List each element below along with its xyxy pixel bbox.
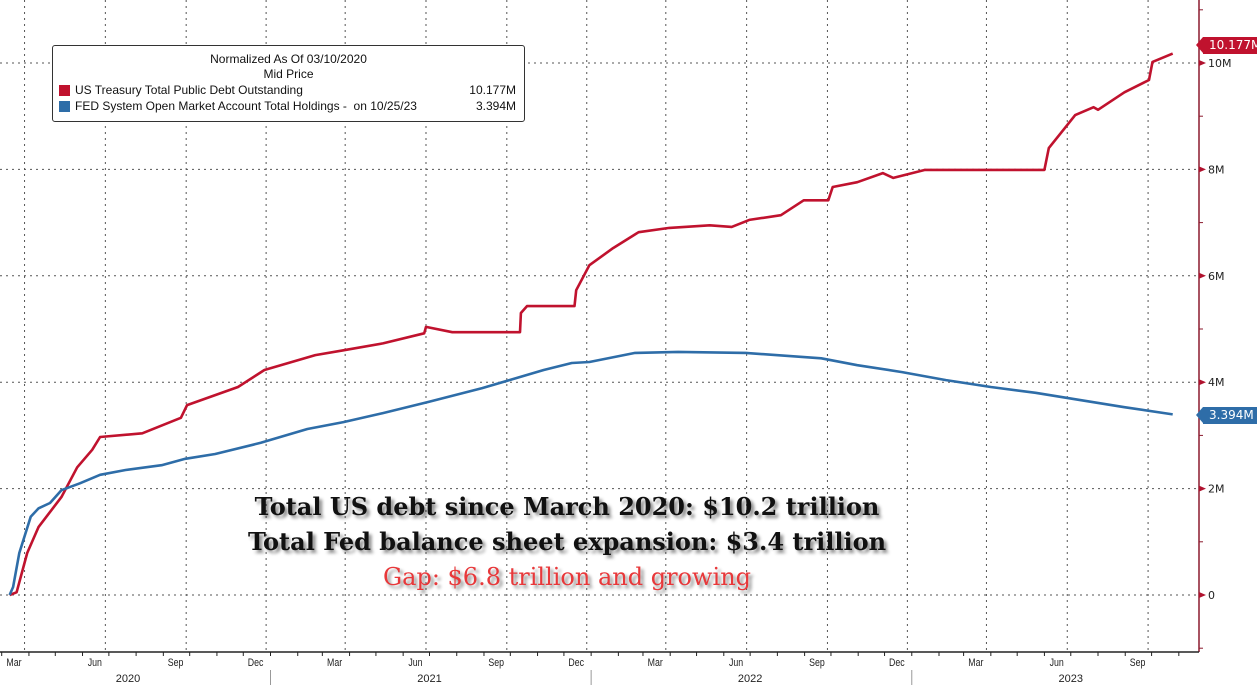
y-tick-marker <box>1199 592 1206 598</box>
annotation-gap: Gap: $6.8 trillion and growing <box>382 563 752 591</box>
x-tick-label: Sep <box>1130 657 1146 669</box>
x-tick-label: Mar <box>327 657 343 669</box>
x-year-label: 2021 <box>417 673 441 685</box>
y-tick-marker <box>1199 272 1206 279</box>
y-tick-label: 6M <box>1208 270 1225 283</box>
x-tick-label: Mar <box>6 657 22 669</box>
series-lines <box>8 52 1174 597</box>
x-tick-label: Sep <box>168 657 184 669</box>
legend-item-fed: FED System Open Market Account Total Hol… <box>53 98 524 114</box>
legend: Normalized As Of 03/10/2020 Mid Price US… <box>52 45 525 122</box>
last-value-tag-debt: 10.177M <box>1195 37 1257 54</box>
x-tick-label: Mar <box>648 657 664 669</box>
legend-label: US Treasury Total Public Debt Outstandin… <box>75 83 303 97</box>
x-tick-label: Jun <box>408 657 422 669</box>
legend-item-debt: US Treasury Total Public Debt Outstandin… <box>53 82 524 98</box>
legend-swatch-blue <box>59 101 70 112</box>
legend-swatch-red <box>59 85 70 96</box>
series-line-fed <box>8 350 1173 596</box>
y-tick-label: 4M <box>1208 376 1225 389</box>
y-tick-marker <box>1199 60 1206 66</box>
y-tick-marker <box>1199 485 1206 492</box>
legend-value: 10.177M <box>469 83 516 97</box>
annotation-fed-expansion: Total Fed balance sheet expansion: $3.4 … <box>247 527 887 556</box>
legend-value: 3.394M <box>475 99 516 113</box>
x-tick-label: Dec <box>248 657 264 669</box>
series-line-debt <box>9 52 1174 597</box>
y-tick-marker <box>1199 166 1206 173</box>
x-tick-label: Mar <box>968 657 984 669</box>
x-tick-label: Dec <box>568 657 584 669</box>
x-year-label: 2020 <box>116 673 140 685</box>
legend-header-normalized: Normalized As Of 03/10/2020 <box>210 52 367 66</box>
legend-label: FED System Open Market Account Total Hol… <box>75 99 417 113</box>
x-year-label: 2022 <box>738 673 762 685</box>
x-tick-label: Jun <box>729 657 743 669</box>
y-tick-marker <box>1199 379 1206 386</box>
legend-header-price: Mid Price <box>263 67 314 81</box>
x-tick-label: Sep <box>488 657 504 669</box>
x-tick-label: Jun <box>1050 657 1064 669</box>
x-tick-label: Jun <box>88 657 102 669</box>
last-value-tag-fed: 3.394M <box>1196 407 1257 424</box>
x-year-label: 2023 <box>1059 673 1083 685</box>
annotation-total-debt: Total US debt since March 2020: $10.2 tr… <box>254 492 880 521</box>
x-tick-label: Dec <box>889 657 905 669</box>
x-tick-label: Sep <box>809 657 825 669</box>
y-tick-label: 8M <box>1208 163 1225 176</box>
y-tick-label: 2M <box>1208 483 1225 496</box>
y-tick-label: 0 <box>1208 589 1215 602</box>
y-tick-label: 10M <box>1208 57 1232 70</box>
